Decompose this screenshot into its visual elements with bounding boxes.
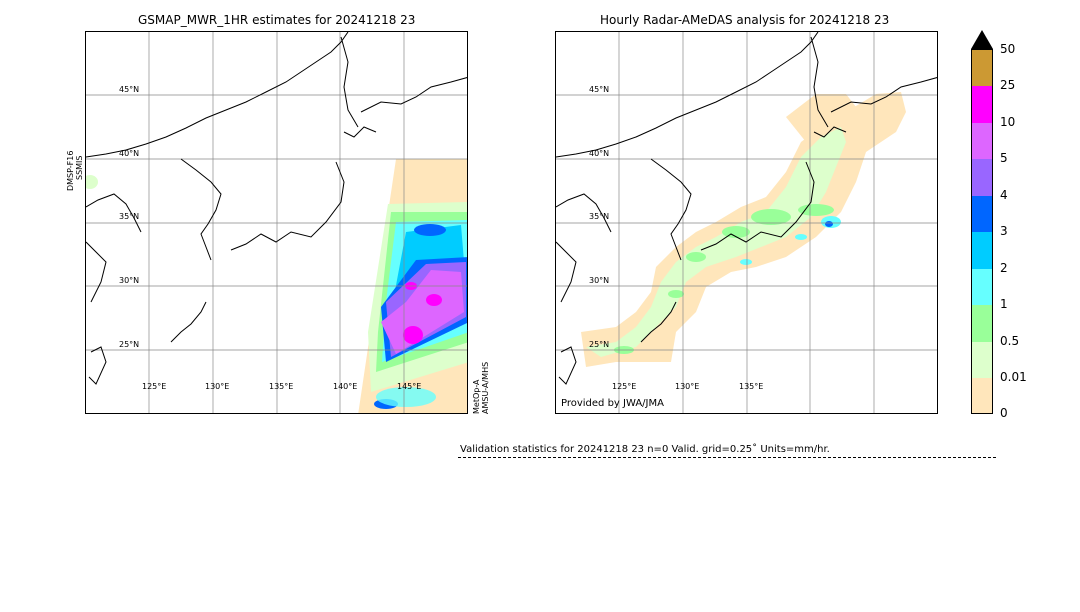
left-lat-label: 25°N — [119, 340, 140, 349]
left-coastlines — [86, 32, 467, 385]
right-coastlines — [556, 32, 937, 385]
left-lon-label: 130°E — [205, 382, 230, 391]
right-lat-label: 45°N — [589, 85, 610, 94]
provider-credit: Provided by JWA/JMA — [561, 398, 664, 409]
left-lon-label: 145°E — [397, 382, 422, 391]
left-lon-label: 135°E — [269, 382, 294, 391]
colorbar-tick: 5 — [1000, 151, 1008, 165]
right-sensor-label: AMSU-A/MHS — [481, 361, 490, 414]
colorbar-tick: 25 — [1000, 78, 1016, 92]
left-sensor-label: SSMIS — [75, 155, 84, 181]
colorbar-tick: 4 — [1000, 188, 1008, 202]
right-gridlines — [556, 32, 937, 413]
right-map-canvas — [556, 32, 937, 413]
left-lat-label: 45°N — [119, 85, 140, 94]
colorbar-tick: 0.5 — [1000, 334, 1020, 348]
colorbar-tick: 1 — [1000, 297, 1008, 311]
colorbar-extend-arrow — [971, 30, 993, 49]
left-lon-label: 140°E — [333, 382, 358, 391]
colorbar-segment — [972, 196, 992, 232]
right-lat-label: 25°N — [589, 340, 610, 349]
left-map-canvas — [86, 32, 467, 413]
colorbar-segment — [972, 232, 992, 269]
validation-divider — [458, 457, 996, 458]
colorbar-segment — [972, 86, 992, 123]
left-map — [85, 31, 468, 414]
colorbar-tick: 10 — [1000, 115, 1016, 129]
left-lat-label: 30°N — [119, 276, 140, 285]
right-map-title: Hourly Radar-AMeDAS analysis for 2024121… — [600, 13, 890, 27]
colorbar-segment — [972, 269, 992, 305]
left-lon-label: 125°E — [142, 382, 167, 391]
colorbar-segment — [972, 50, 992, 86]
colorbar-segment — [972, 123, 992, 159]
right-lat-label: 30°N — [589, 276, 610, 285]
colorbar-tick: 50 — [1000, 42, 1016, 56]
colorbar-tick: 0.01 — [1000, 370, 1027, 384]
right-precip-field — [581, 92, 906, 367]
left-lat-label: 35°N — [119, 212, 140, 221]
right-lat-label: 35°N — [589, 212, 610, 221]
right-lat-label: 40°N — [589, 149, 610, 158]
left-lat-label: 40°N — [119, 149, 140, 158]
colorbar-segment — [972, 378, 992, 413]
right-sensor-label: MetOp-A — [472, 379, 481, 414]
right-lon-label: 130°E — [675, 382, 700, 391]
colorbar-tick: 0 — [1000, 406, 1008, 420]
colorbar-segment — [972, 305, 992, 342]
colorbar-tick: 3 — [1000, 224, 1008, 238]
colorbar-tick: 2 — [1000, 261, 1008, 275]
left-gridlines — [86, 32, 467, 413]
left-map-title: GSMAP_MWR_1HR estimates for 20241218 23 — [138, 13, 416, 27]
colorbar-segment — [972, 342, 992, 378]
right-map — [555, 31, 938, 414]
left-sensor-label: DMSP-F16 — [66, 150, 75, 191]
right-lon-label: 135°E — [739, 382, 764, 391]
validation-statistics: Validation statistics for 20241218 23 n=… — [460, 444, 830, 455]
colorbar — [971, 49, 993, 414]
right-lon-label: 125°E — [612, 382, 637, 391]
colorbar-segment — [972, 159, 992, 196]
